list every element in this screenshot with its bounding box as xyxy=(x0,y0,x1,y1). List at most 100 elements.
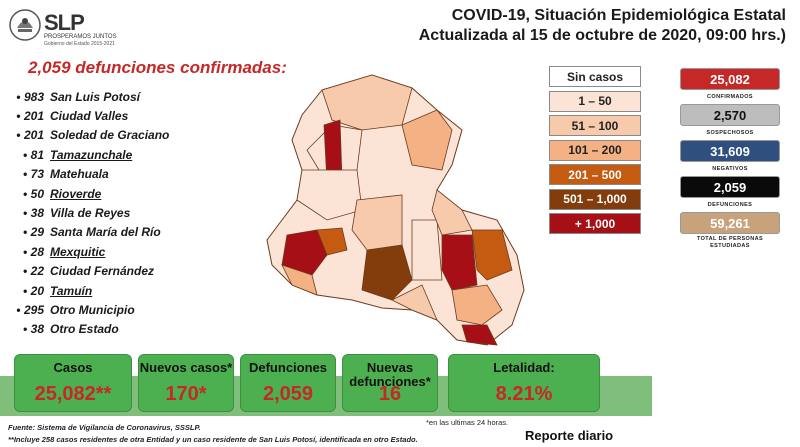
page-title: COVID-19, Situación Epidemiológica Estat… xyxy=(419,6,786,46)
map-region-vanegas xyxy=(401,109,453,171)
map-region-tamazunchale xyxy=(461,324,498,346)
municipality-name: Rioverde xyxy=(50,186,102,201)
summary-banner: Casos 25,082** Nuevos casos* 170* Defuncione… xyxy=(0,354,800,416)
logo-wordmark: SLP xyxy=(44,10,85,35)
footnote-last24: *en las ultimas 24 horas. xyxy=(426,418,509,427)
municipality-name: Ciudad Fernández xyxy=(50,264,155,279)
state-map xyxy=(266,74,525,346)
summary-label: Casos xyxy=(53,360,93,375)
municipality-count: 50 xyxy=(4,187,50,201)
legend-item: 101 – 200 xyxy=(549,139,641,161)
summary-label: Nuevos casos* xyxy=(139,360,233,375)
stat-label: SOSPECHOSOS xyxy=(706,130,754,136)
summary-value: 16 xyxy=(378,383,402,405)
municipality-name: Santa María del Río xyxy=(50,225,161,240)
municipality-name: Tamuín xyxy=(50,283,93,298)
stat-value: 31,609 xyxy=(680,140,780,162)
municipality-name: Matehuala xyxy=(50,167,109,182)
legend-item: + 1,000 xyxy=(549,213,641,234)
slp-emblem-icon xyxy=(9,9,41,41)
map-region-soledad xyxy=(316,227,348,256)
municipality-count: 983 xyxy=(4,90,50,104)
summary-box: Letalidad: 8.21% xyxy=(448,354,600,412)
municipality-name: Mexquitic xyxy=(50,244,106,259)
municipality-count: 20 xyxy=(4,284,50,298)
stat-label: TOTAL DE PERSONAS ESTUDIADAS xyxy=(696,236,764,249)
stat-label: DEFUNCIONES xyxy=(707,202,753,208)
municipality-count: 81 xyxy=(4,148,50,162)
stat-label: CONFIRMADOS xyxy=(707,94,753,100)
municipality-name: Ciudad Valles xyxy=(50,109,129,124)
summary-value: 8.21% xyxy=(495,383,553,405)
summary-box: Nuevas defunciones* 16 xyxy=(342,354,438,412)
municipality-name: Soledad de Graciano xyxy=(50,128,170,143)
stat-value: 2,059 xyxy=(680,176,780,198)
municipality-count: 201 xyxy=(4,128,50,142)
slp-logo: SLP PROSPERAMOS JUNTOS Gobierno del Esta… xyxy=(8,6,117,50)
summary-box: Nuevos casos* 170* xyxy=(138,354,234,412)
summary-label: Nuevas defunciones* xyxy=(349,360,431,389)
legend-item: 1 – 50 xyxy=(549,90,641,112)
report-label: Reporte diario xyxy=(525,428,614,443)
logo-subtitle: Gobierno del Estado 2015-2021 xyxy=(44,41,115,47)
municipality-count: 22 xyxy=(4,264,50,278)
municipality-count: 73 xyxy=(4,167,50,181)
summary-box: Defunciones 2,059 xyxy=(240,354,336,412)
summary-value: 25,082** xyxy=(34,383,112,405)
summary-label: Defunciones xyxy=(248,360,327,375)
map-region-huasteca xyxy=(451,284,503,326)
municipality-name: Otro Municipio xyxy=(50,302,135,317)
summary-value: 2,059 xyxy=(262,383,314,405)
stat-label: NEGATIVOS xyxy=(712,166,748,172)
municipality-name: Otro Estado xyxy=(50,322,119,337)
map-region-tamuin xyxy=(471,229,513,281)
stat-value: 25,082 xyxy=(680,68,780,90)
map-region-east-mid xyxy=(431,189,473,236)
municipality-name: Villa de Reyes xyxy=(50,206,131,221)
stat-value: 2,570 xyxy=(680,104,780,126)
map-region-center xyxy=(351,194,403,251)
legend-item: Sin casos xyxy=(549,66,641,87)
map-region-center-west xyxy=(296,169,363,221)
summary-label: Letalidad: xyxy=(493,360,555,375)
municipality-name: San Luis Potosí xyxy=(50,89,141,104)
deaths-heading: 2,059 defunciones confirmadas: xyxy=(28,58,287,77)
map-region-south-center xyxy=(391,284,438,321)
footnote-source: Fuente: Sistema de Vigilancia de Coronav… xyxy=(8,423,201,432)
logo-tagline: PROSPERAMOS JUNTOS xyxy=(44,34,117,40)
stat-value: 59,261 xyxy=(680,212,780,234)
municipality-count: 295 xyxy=(4,303,50,317)
legend-item: 201 – 500 xyxy=(549,164,641,185)
municipality-count: 29 xyxy=(4,225,50,239)
municipality-name: Tamazunchale xyxy=(50,147,133,162)
municipality-count: 28 xyxy=(4,245,50,259)
footnote-includes: **Incluye 258 casos residentes de otra E… xyxy=(8,435,418,444)
map-region-slp-capital xyxy=(281,229,328,276)
summary-value: 170* xyxy=(165,383,207,405)
legend-item: 501 – 1,000 xyxy=(549,188,641,210)
title-line-2: Actualizada al 15 de octubre de 2020, 09… xyxy=(418,27,786,44)
map-legend: Sin casos 1 – 50 51 – 100 101 – 200 201 – 50… xyxy=(549,66,641,238)
municipality-count: 201 xyxy=(4,109,50,123)
title-line-1: COVID-19, Situación Epidemiológica Estat… xyxy=(451,7,786,24)
map-region-center-south xyxy=(411,219,443,281)
stats-panel: 25,082 CONFIRMADOS 2,570 SOSPECHOSOS 31,609 N… xyxy=(680,68,780,250)
summary-box: Casos 25,082** xyxy=(14,354,132,412)
map-region-valles xyxy=(441,234,478,291)
municipality-count: 38 xyxy=(4,206,50,220)
